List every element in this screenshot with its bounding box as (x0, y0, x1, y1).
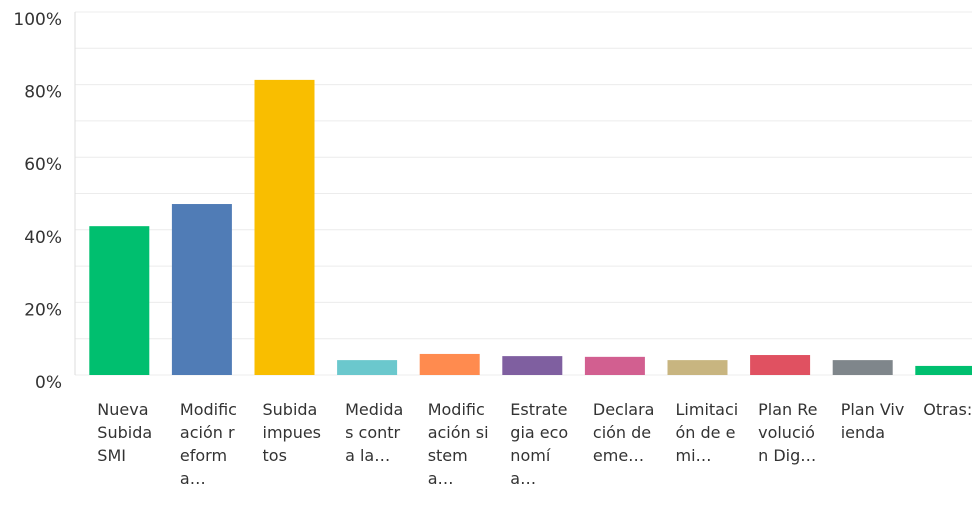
x-tick-label: Plan Vivienda (840, 400, 905, 442)
x-tick-label: Limitación de emi… (675, 400, 739, 465)
x-tick-label: Modificación sistema… (427, 400, 489, 488)
y-tick-label: 20% (24, 300, 62, 320)
bar (915, 365, 972, 375)
y-tick-label: 60% (24, 155, 62, 175)
bar (419, 353, 480, 375)
bar (502, 356, 563, 375)
bar (89, 226, 150, 375)
bar (254, 79, 315, 376)
bar (667, 360, 728, 375)
x-tick-label: Estrategia economía… (510, 400, 569, 488)
y-tick-label: 40% (24, 228, 62, 248)
x-tick-label: Nueva Subida SMI (97, 400, 153, 465)
x-tick-label: Subida impuestos (262, 400, 322, 465)
x-tick-label: Plan Revolución Dig… (758, 400, 818, 465)
x-tick-label: Modificación reforma… (179, 400, 237, 488)
x-tick-label: Otras: (923, 400, 972, 419)
x-tick-label: Declaración de eme… (592, 400, 655, 465)
x-tick-label: Medidas contra la… (345, 400, 404, 465)
y-tick-label: 0% (35, 373, 62, 393)
bar (584, 356, 645, 375)
bar (832, 360, 893, 375)
y-tick-label: 100% (13, 10, 62, 30)
bar (750, 355, 811, 375)
bar (171, 204, 232, 375)
bar (337, 360, 398, 375)
y-tick-label: 80% (24, 83, 62, 103)
